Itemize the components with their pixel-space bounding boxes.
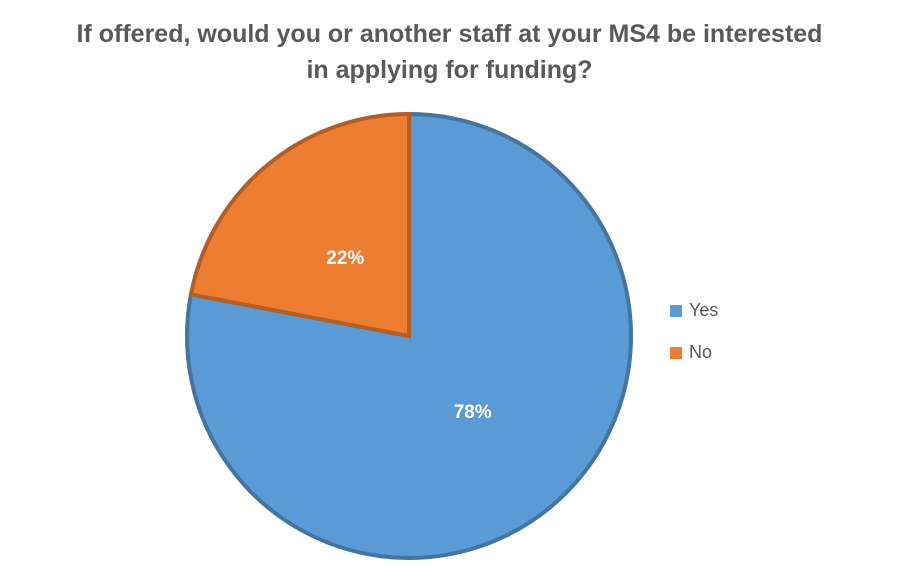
legend-swatch bbox=[670, 347, 682, 359]
legend-swatch bbox=[670, 305, 682, 317]
legend-label: Yes bbox=[689, 300, 718, 320]
data-label: 22% bbox=[326, 248, 364, 269]
data-label: 78% bbox=[454, 402, 492, 423]
pie-slice bbox=[188, 111, 411, 339]
legend-label: No bbox=[689, 342, 712, 362]
chart-title: If offered, would you or another staff a… bbox=[76, 20, 823, 84]
title-box: If offered, would you or another staff a… bbox=[0, 16, 899, 88]
